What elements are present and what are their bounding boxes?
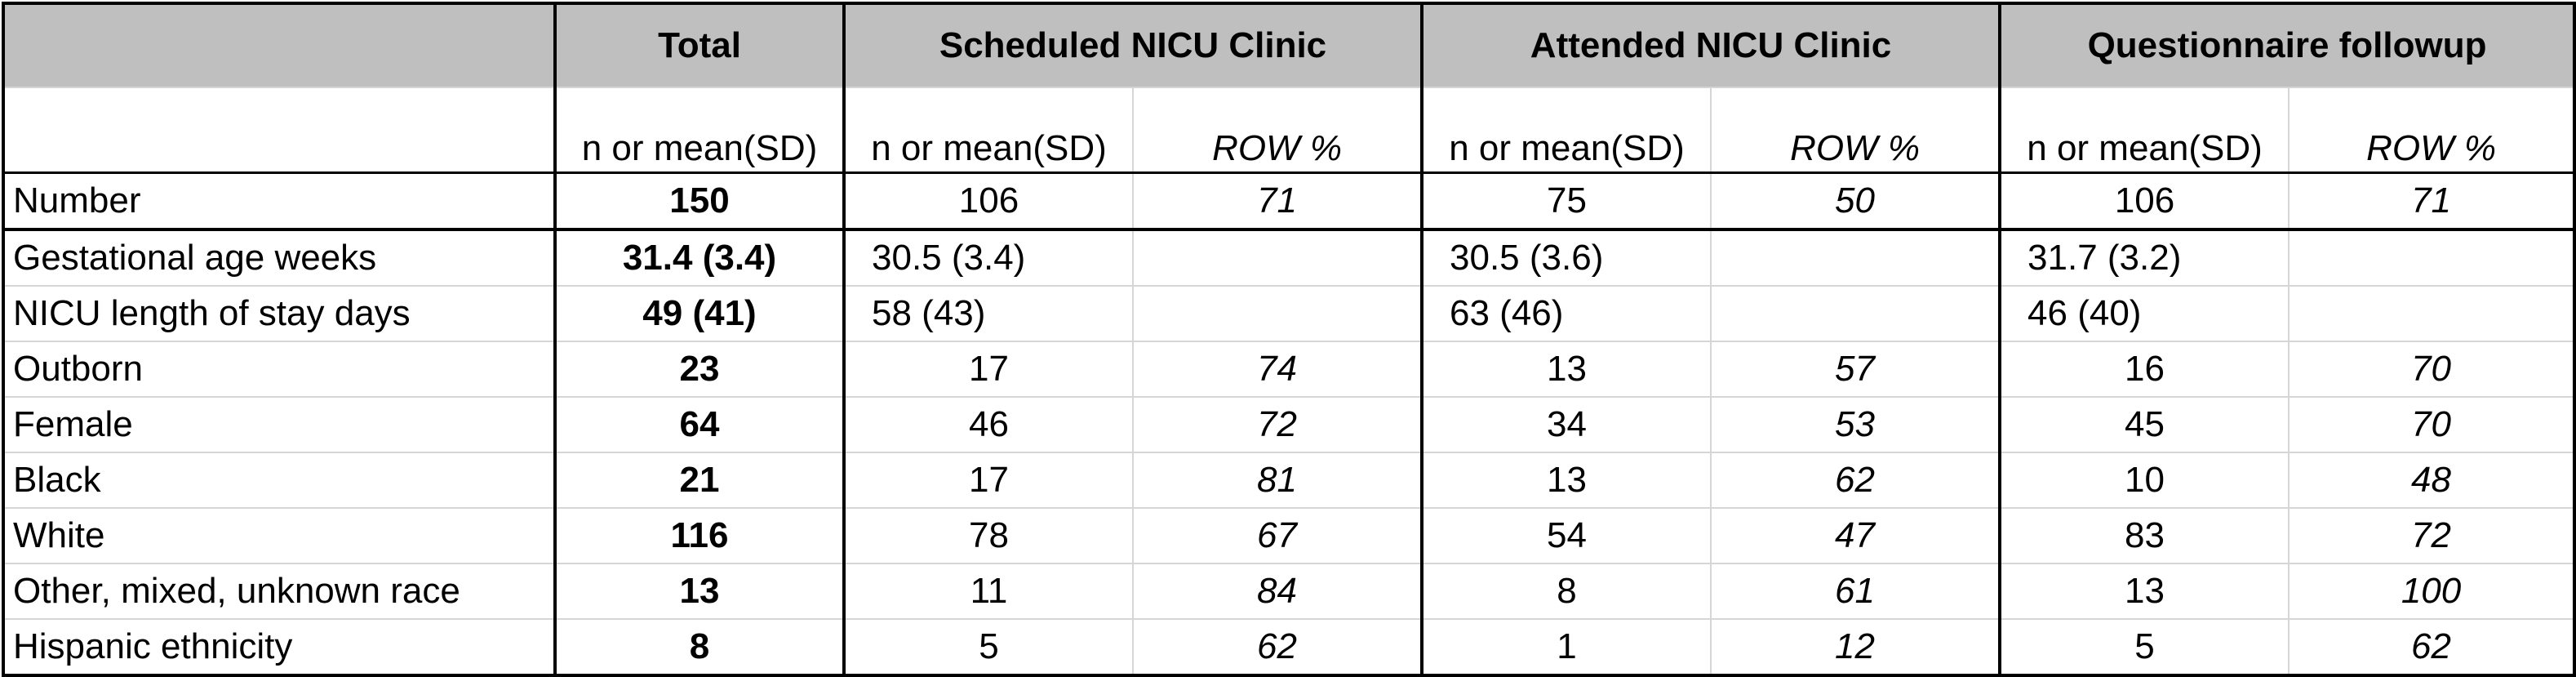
subheader-total: n or mean(SD) <box>553 87 844 174</box>
scheduled-pct: 71 <box>1131 172 1423 231</box>
attended-value: 13 <box>1420 341 1712 398</box>
scheduled-value: 17 <box>842 341 1133 398</box>
group-header-scheduled: Scheduled NICU Clinic <box>842 2 1423 88</box>
table-row: Number 150 106 71 75 50 106 71 <box>2 172 2576 231</box>
questionnaire-pct: 70 <box>2288 341 2576 398</box>
table-row: Black 21 17 81 13 62 10 48 <box>2 452 2576 509</box>
subheader-attended-value: n or mean(SD) <box>1420 87 1712 174</box>
questionnaire-value: 16 <box>1998 341 2290 398</box>
questionnaire-pct: 48 <box>2288 452 2576 509</box>
questionnaire-pct: 71 <box>2288 172 2576 231</box>
total-value: 31.4 (3.4) <box>553 229 844 287</box>
row-label: NICU length of stay days <box>2 286 555 342</box>
attended-pct: 57 <box>1710 341 2001 398</box>
row-label: Other, mixed, unknown race <box>2 563 555 620</box>
questionnaire-value: 5 <box>1998 619 2290 677</box>
scheduled-pct: 84 <box>1131 563 1423 620</box>
scheduled-pct: 67 <box>1131 508 1423 564</box>
subheader-corner-cell <box>2 87 555 174</box>
table-row: Other, mixed, unknown race 13 11 84 8 61… <box>2 563 2576 620</box>
total-value: 13 <box>553 563 844 620</box>
row-label: Number <box>2 172 555 231</box>
attended-pct <box>1710 229 2001 287</box>
subheader-scheduled-value: n or mean(SD) <box>842 87 1133 174</box>
questionnaire-pct <box>2288 229 2576 287</box>
attended-pct: 47 <box>1710 508 2001 564</box>
questionnaire-value: 31.7 (3.2) <box>1998 229 2290 287</box>
attended-pct <box>1710 286 2001 342</box>
questionnaire-pct <box>2288 286 2576 342</box>
table-row: Female 64 46 72 34 53 45 70 <box>2 397 2576 453</box>
row-label: Female <box>2 397 555 453</box>
scheduled-pct: 81 <box>1131 452 1423 509</box>
attended-value: 63 (46) <box>1420 286 1712 342</box>
total-value: 116 <box>553 508 844 564</box>
group-header-total: Total <box>553 2 844 88</box>
attended-value: 34 <box>1420 397 1712 453</box>
scheduled-value: 58 (43) <box>842 286 1133 342</box>
scheduled-pct: 74 <box>1131 341 1423 398</box>
attended-pct: 61 <box>1710 563 2001 620</box>
scheduled-pct: 72 <box>1131 397 1423 453</box>
subheader-scheduled-pct: ROW % <box>1131 87 1423 174</box>
subheader-row: n or mean(SD) n or mean(SD) ROW % n or m… <box>2 87 2576 174</box>
attended-pct: 12 <box>1710 619 2001 677</box>
questionnaire-pct: 72 <box>2288 508 2576 564</box>
total-value: 150 <box>553 172 844 231</box>
group-header-attended: Attended NICU Clinic <box>1420 2 2001 88</box>
attended-pct: 53 <box>1710 397 2001 453</box>
questionnaire-value: 106 <box>1998 172 2290 231</box>
questionnaire-value: 83 <box>1998 508 2290 564</box>
scheduled-value: 17 <box>842 452 1133 509</box>
attended-value: 8 <box>1420 563 1712 620</box>
scheduled-pct: 62 <box>1131 619 1423 677</box>
attended-value: 75 <box>1420 172 1712 231</box>
total-value: 23 <box>553 341 844 398</box>
attended-value: 1 <box>1420 619 1712 677</box>
questionnaire-pct: 100 <box>2288 563 2576 620</box>
row-label: Hispanic ethnicity <box>2 619 555 677</box>
subheader-attended-pct: ROW % <box>1710 87 2001 174</box>
scheduled-value: 5 <box>842 619 1133 677</box>
attended-value: 54 <box>1420 508 1712 564</box>
total-value: 49 (41) <box>553 286 844 342</box>
subheader-questionnaire-pct: ROW % <box>2288 87 2576 174</box>
scheduled-value: 78 <box>842 508 1133 564</box>
row-label: Gestational age weeks <box>2 229 555 287</box>
total-value: 21 <box>553 452 844 509</box>
attended-pct: 62 <box>1710 452 2001 509</box>
questionnaire-value: 13 <box>1998 563 2290 620</box>
table-row: Hispanic ethnicity 8 5 62 1 12 5 62 <box>2 619 2576 677</box>
row-label: White <box>2 508 555 564</box>
table-row: Outborn 23 17 74 13 57 16 70 <box>2 341 2576 398</box>
subheader-questionnaire-value: n or mean(SD) <box>1998 87 2290 174</box>
table-row: NICU length of stay days 49 (41) 58 (43)… <box>2 286 2576 342</box>
questionnaire-pct: 62 <box>2288 619 2576 677</box>
scheduled-value: 30.5 (3.4) <box>842 229 1133 287</box>
scheduled-value: 11 <box>842 563 1133 620</box>
scheduled-value: 106 <box>842 172 1133 231</box>
scheduled-pct <box>1131 286 1423 342</box>
total-value: 64 <box>553 397 844 453</box>
questionnaire-pct: 70 <box>2288 397 2576 453</box>
table-row: Gestational age weeks 31.4 (3.4) 30.5 (3… <box>2 229 2576 287</box>
questionnaire-value: 45 <box>1998 397 2290 453</box>
questionnaire-value: 10 <box>1998 452 2290 509</box>
attended-value: 13 <box>1420 452 1712 509</box>
group-header-row: Total Scheduled NICU Clinic Attended NIC… <box>2 2 2576 88</box>
row-label: Black <box>2 452 555 509</box>
scheduled-value: 46 <box>842 397 1133 453</box>
questionnaire-value: 46 (40) <box>1998 286 2290 342</box>
scheduled-pct <box>1131 229 1423 287</box>
total-value: 8 <box>553 619 844 677</box>
table-row: White 116 78 67 54 47 83 72 <box>2 508 2576 564</box>
row-label: Outborn <box>2 341 555 398</box>
group-header-questionnaire: Questionnaire followup <box>1998 2 2576 88</box>
header-corner-cell <box>2 2 555 88</box>
attended-pct: 50 <box>1710 172 2001 231</box>
attended-value: 30.5 (3.6) <box>1420 229 1712 287</box>
